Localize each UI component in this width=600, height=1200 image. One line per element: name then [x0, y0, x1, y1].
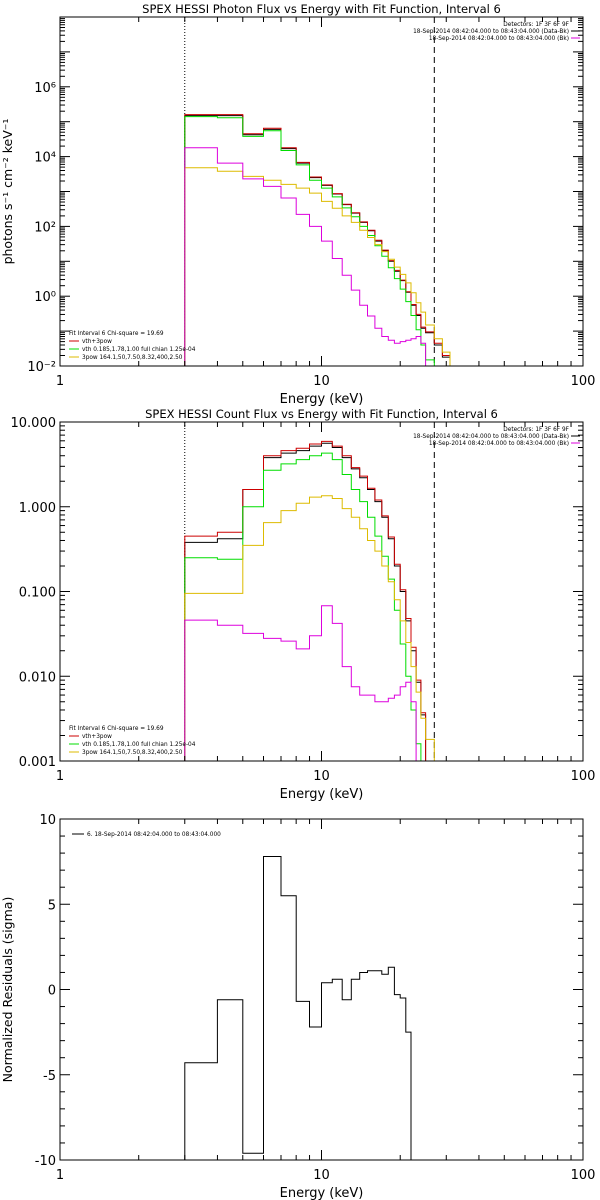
- y-tick-label: 10⁶: [34, 81, 56, 96]
- legend-bottom-left-item: vth 0.185,1.78,1.00 full chian 1.25e-04: [82, 347, 196, 353]
- x-tick-label: 1: [56, 374, 64, 389]
- legend-bottom-left-item: Fit Interval 6 Chi-square = 19.69: [69, 331, 164, 337]
- y-tick-label: 10: [39, 813, 56, 828]
- x-axis-label: Energy (keV): [280, 392, 364, 407]
- x-axis-label: Energy (keV): [280, 787, 364, 802]
- x-tick-label: 100: [571, 374, 596, 389]
- legend-top-right-item: 18-Sep-2014 08:42:04.000 to 08:43:04.000…: [429, 441, 569, 447]
- x-tick-label: 10: [313, 1168, 330, 1183]
- x-tick-label: 10: [313, 769, 330, 784]
- legend-bottom-left-item: 3pow 164.1,50,7.50,8.32,400,2.50: [82, 355, 183, 361]
- y-tick-label: 10.000: [11, 416, 57, 431]
- series-line-data: [184, 442, 427, 761]
- series-line-data: [184, 115, 451, 366]
- legend-bottom-left-item: vth 0.185,1.78,1.00 full chian 1.25e-04: [82, 742, 196, 748]
- y-tick-label: 0.010: [19, 670, 56, 685]
- series-line-background: [184, 605, 417, 761]
- chart-title: SPEX HESSI Photon Flux vs Energy with Fi…: [142, 2, 501, 16]
- y-tick-label: 5: [48, 898, 56, 913]
- series-group: [184, 856, 435, 1160]
- panel-residuals: 1 10 100 Energy (keV) -10 -5 0 5 10 Normalized Re…: [0, 813, 595, 1200]
- series-line-total: [184, 114, 451, 366]
- x-tick-label: 100: [571, 1168, 596, 1183]
- y-tick-label: 0.001: [19, 755, 56, 770]
- legend-top-right-item: Detectors: 1F 3F 6F 9F: [503, 427, 569, 433]
- legend-bottom-left-item: Fit Interval 6 Chi-square = 19.69: [69, 726, 164, 732]
- legend-top-right-item: Detectors: 1F 3F 6F 9F: [503, 22, 569, 28]
- series-line-data: [184, 856, 435, 1160]
- x-axis-label: Energy (keV): [280, 1186, 364, 1200]
- y-tick-label: -10: [35, 1154, 56, 1169]
- series-line-total: [184, 440, 427, 761]
- y-axis-label: photons s⁻¹ cm⁻² keV⁻¹: [0, 119, 15, 265]
- y-tick-label: 0: [48, 984, 56, 999]
- series-line-thermal: [184, 452, 422, 761]
- legend-top-right-item: 18-Sep-2014 08:42:04.000 to 08:43:04.000…: [413, 29, 569, 35]
- y-tick-label: 0.100: [19, 586, 56, 601]
- panel-count-flux: SPEX HESSI Count Flux vs Energy with Fit…: [11, 407, 596, 802]
- y-tick-label: -5: [43, 1069, 56, 1084]
- legend-item: 6. 18-Sep-2014 08:42:04.000 to 08:43:04.…: [87, 832, 221, 838]
- x-tick-label: 1: [56, 1168, 64, 1183]
- plot-frame: [59, 16, 584, 367]
- x-tick-label: 100: [571, 769, 596, 784]
- x-tick-label: 1: [56, 769, 64, 784]
- legend-top-right-item: 18-Sep-2014 08:42:04.000 to 08:43:04.000…: [413, 434, 569, 440]
- y-tick-label: 10⁰: [34, 290, 56, 305]
- legend-bottom-left-item: vth+3pow: [82, 339, 112, 345]
- series-group: [184, 114, 451, 366]
- series-group: [184, 440, 443, 761]
- panel-photon-flux: SPEX HESSI Photon Flux vs Energy with Fi…: [0, 2, 595, 407]
- y-tick-label: 10⁻²: [27, 360, 56, 375]
- series-line-powerlaw: [184, 167, 451, 366]
- series-line-background: [184, 147, 427, 366]
- chart-title: SPEX HESSI Count Flux vs Energy with Fit…: [145, 407, 498, 421]
- y-tick-label: 10²: [34, 220, 56, 235]
- series-line-powerlaw: [184, 495, 443, 761]
- y-axis-label: Normalized Residuals (sigma): [0, 897, 15, 1083]
- legend-top-right-item: 18-Sep-2014 08:42:04.000 to 08:43:04.000…: [429, 36, 569, 42]
- series-line-thermal: [184, 116, 435, 366]
- y-tick-label: 10⁴: [34, 151, 56, 166]
- x-tick-label: 10: [313, 374, 330, 389]
- legend-bottom-left-item: vth+3pow: [82, 734, 112, 740]
- legend-bottom-left-item: 3pow 164.1,50,7.50,8.32,400,2.50: [82, 750, 183, 756]
- plot-frame: [59, 421, 584, 762]
- y-tick-label: 1.000: [19, 501, 56, 516]
